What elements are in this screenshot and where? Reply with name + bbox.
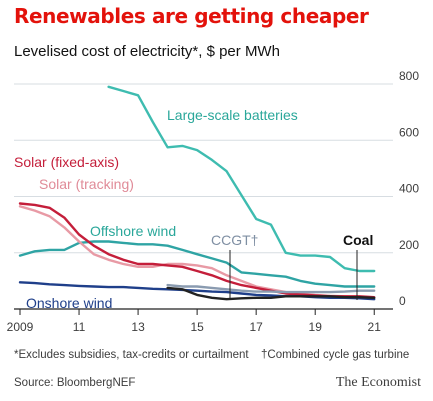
x-tick-label-21: 21 bbox=[368, 320, 382, 334]
x-tick-label-13: 13 bbox=[131, 320, 145, 334]
y-tick-label-400: 400 bbox=[399, 182, 419, 196]
chart-title: Renewables are getting cheaper bbox=[14, 4, 369, 28]
x-tick-label-11: 11 bbox=[73, 320, 86, 334]
x-tick-label-2009: 2009 bbox=[7, 320, 34, 334]
series-label-solar-fixed-axis: Solar (fixed-axis) bbox=[14, 154, 119, 170]
series-line-ccgt bbox=[166, 283, 376, 294]
x-tick-label-15: 15 bbox=[190, 320, 204, 334]
series-line-offshore-wind bbox=[18, 240, 376, 288]
y-tick-label-600: 600 bbox=[399, 125, 419, 139]
footnote-ccgt: †Combined cycle gas turbine bbox=[261, 349, 410, 361]
publisher-wordmark: The Economist bbox=[335, 375, 421, 390]
x-tick-label-17: 17 bbox=[249, 320, 263, 334]
series-label-offshore-wind: Offshore wind bbox=[90, 223, 176, 239]
series-label-coal: Coal bbox=[343, 232, 373, 248]
x-tick-label-19: 19 bbox=[309, 320, 323, 334]
series-label-ccgt: CCGT† bbox=[211, 232, 258, 248]
y-tick-label-200: 200 bbox=[399, 238, 419, 252]
series-line-large-scale-batteries bbox=[107, 85, 376, 273]
source-credit: Source: BloombergNEF bbox=[14, 377, 136, 389]
footnote-subsidies: *Excludes subsidies, tax-credits or curt… bbox=[14, 349, 249, 361]
series-line-coal bbox=[166, 286, 376, 301]
series-label-solar-tracking: Solar (tracking) bbox=[39, 176, 134, 192]
chart-subtitle: Levelised cost of electricity*, $ per MW… bbox=[14, 43, 280, 60]
y-tick-label-0: 0 bbox=[399, 294, 406, 308]
y-tick-label-800: 800 bbox=[399, 69, 419, 83]
series-label-onshore-wind: Onshore wind bbox=[26, 295, 112, 311]
series-label-large-scale-batteries: Large-scale batteries bbox=[167, 107, 298, 123]
